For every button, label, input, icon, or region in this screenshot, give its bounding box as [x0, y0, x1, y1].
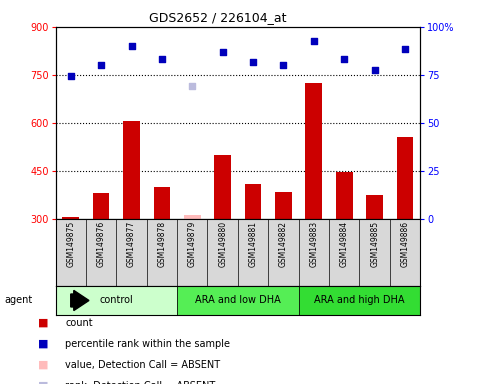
- Point: [97, 62, 105, 68]
- Text: ■: ■: [38, 339, 49, 349]
- Point: [401, 46, 409, 52]
- Point: [280, 62, 287, 68]
- Point: [158, 56, 166, 62]
- Text: GSM149877: GSM149877: [127, 221, 136, 267]
- Text: ■: ■: [38, 360, 49, 370]
- Text: GSM149884: GSM149884: [340, 221, 349, 267]
- Text: count: count: [65, 318, 93, 328]
- Text: percentile rank within the sample: percentile rank within the sample: [65, 339, 230, 349]
- Bar: [56, 286, 177, 315]
- Point: [67, 73, 74, 79]
- Text: GSM149882: GSM149882: [279, 221, 288, 267]
- Text: GSM149881: GSM149881: [249, 221, 257, 267]
- Bar: [275, 192, 292, 219]
- Bar: [154, 187, 170, 219]
- Bar: [93, 193, 110, 219]
- Bar: [397, 137, 413, 219]
- Point: [371, 67, 379, 73]
- Text: GSM149880: GSM149880: [218, 221, 227, 267]
- Text: GSM149876: GSM149876: [97, 221, 106, 267]
- Bar: [366, 195, 383, 219]
- Text: ■: ■: [38, 381, 49, 384]
- Text: GSM149879: GSM149879: [188, 221, 197, 267]
- Bar: [298, 286, 420, 315]
- Bar: [336, 172, 353, 219]
- Text: rank, Detection Call = ABSENT: rank, Detection Call = ABSENT: [65, 381, 215, 384]
- Bar: [305, 83, 322, 219]
- Point: [310, 38, 318, 44]
- Text: value, Detection Call = ABSENT: value, Detection Call = ABSENT: [65, 360, 220, 370]
- Text: GSM149885: GSM149885: [370, 221, 379, 267]
- Point: [249, 59, 257, 65]
- Text: GSM149883: GSM149883: [309, 221, 318, 267]
- Text: GSM149878: GSM149878: [157, 221, 167, 267]
- Bar: [123, 121, 140, 219]
- Text: GSM149875: GSM149875: [66, 221, 75, 267]
- Text: GDS2652 / 226104_at: GDS2652 / 226104_at: [149, 12, 286, 25]
- Bar: [245, 184, 261, 219]
- Text: ■: ■: [38, 318, 49, 328]
- Bar: [214, 155, 231, 219]
- Point: [188, 83, 196, 89]
- Bar: [62, 217, 79, 219]
- Text: ARA and high DHA: ARA and high DHA: [314, 295, 405, 306]
- FancyArrow shape: [71, 290, 89, 311]
- Text: agent: agent: [5, 295, 33, 306]
- Text: GSM149886: GSM149886: [400, 221, 410, 267]
- Text: control: control: [99, 295, 133, 306]
- Text: ARA and low DHA: ARA and low DHA: [195, 295, 281, 306]
- Bar: [177, 286, 298, 315]
- Point: [219, 50, 227, 56]
- Point: [341, 56, 348, 62]
- Point: [128, 43, 135, 49]
- Bar: [184, 215, 200, 219]
